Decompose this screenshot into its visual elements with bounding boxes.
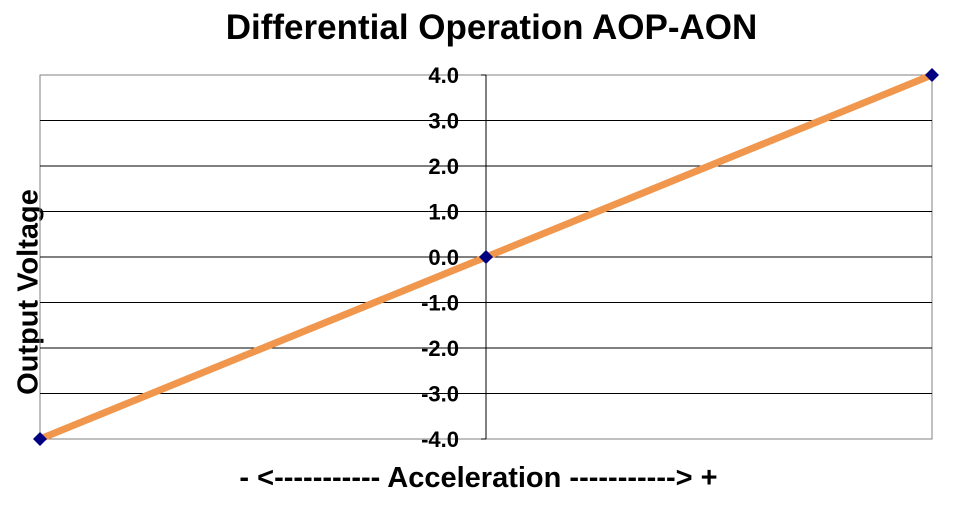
- data-point-marker: [33, 432, 47, 446]
- y-tick-label: -3.0: [421, 382, 459, 407]
- data-point-marker: [479, 250, 493, 264]
- data-point-marker: [925, 68, 939, 82]
- x-axis-label: - <----------- Acceleration ----------->…: [239, 462, 718, 494]
- y-tick-label: 3.0: [428, 109, 459, 134]
- y-tick-label: -4.0: [421, 427, 459, 452]
- y-tick-label: 4.0: [428, 63, 459, 88]
- y-tick-label: 1.0: [428, 200, 459, 225]
- y-tick-label: 0.0: [428, 245, 459, 270]
- chart-title: Differential Operation AOP-AON: [225, 8, 758, 47]
- y-tick-label: 2.0: [428, 154, 459, 179]
- y-tick-label: -1.0: [421, 291, 459, 316]
- y-tick-label: -2.0: [421, 336, 459, 361]
